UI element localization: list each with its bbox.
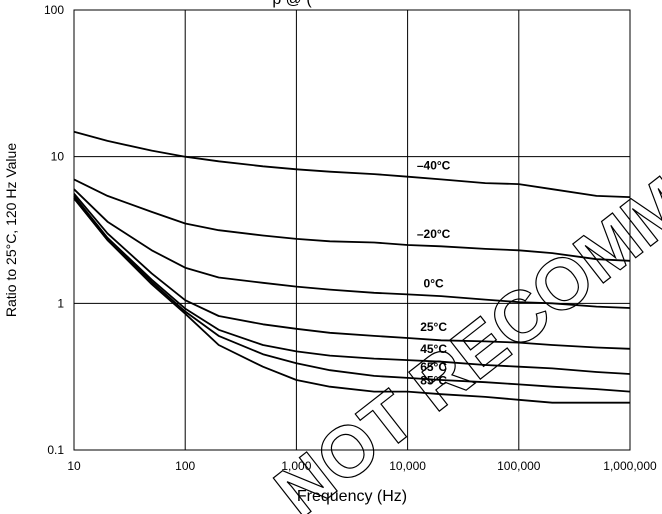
- grid: [73, 9, 631, 451]
- series-lines: [73, 130, 631, 404]
- series-label: –20°C: [417, 227, 451, 241]
- series-line: [73, 130, 631, 198]
- x-tick-label: 1,000: [281, 459, 311, 473]
- series-label: –40°C: [417, 159, 451, 173]
- series-line: [73, 178, 631, 262]
- series-label: 25°C: [420, 320, 447, 334]
- x-tick-labels: 10 100 1,000 10,000 100,000 1,000,000: [67, 459, 657, 473]
- y-tick-label: 100: [44, 3, 64, 17]
- x-tick-label: 100: [175, 459, 195, 473]
- y-tick-label: 0.1: [47, 443, 64, 457]
- y-tick-labels: 0.1 1 10 100: [44, 3, 64, 457]
- series-labels: –40°C –20°C 0°C 25°C 45°C 65°C85°C: [417, 159, 451, 388]
- series-line: [73, 197, 630, 404]
- series-line: [73, 195, 631, 375]
- y-tick-label: 1: [57, 296, 64, 310]
- x-tick-label: 1,000,000: [603, 459, 657, 473]
- series-label: 45°C: [420, 342, 447, 356]
- y-axis-label: Ratio to 25°C, 120 Hz Value: [3, 143, 19, 317]
- x-axis-label: Frequency (Hz): [297, 488, 407, 505]
- plot-frame: [73, 9, 631, 451]
- chart-title: p @ (: [272, 0, 312, 8]
- series-label: 65°C: [420, 360, 447, 374]
- watermark: NOT RECOMMENDED: [261, 7, 662, 514]
- x-tick-label: 10,000: [389, 459, 426, 473]
- x-tick-label: 10: [67, 459, 81, 473]
- series-label: 85°C: [420, 374, 447, 388]
- x-tick-label: 100,000: [497, 459, 541, 473]
- series-label: 0°C: [424, 276, 444, 290]
- y-tick-label: 10: [51, 150, 65, 164]
- series-line: [73, 197, 631, 393]
- series-line: [73, 193, 631, 350]
- series-line: [73, 188, 631, 309]
